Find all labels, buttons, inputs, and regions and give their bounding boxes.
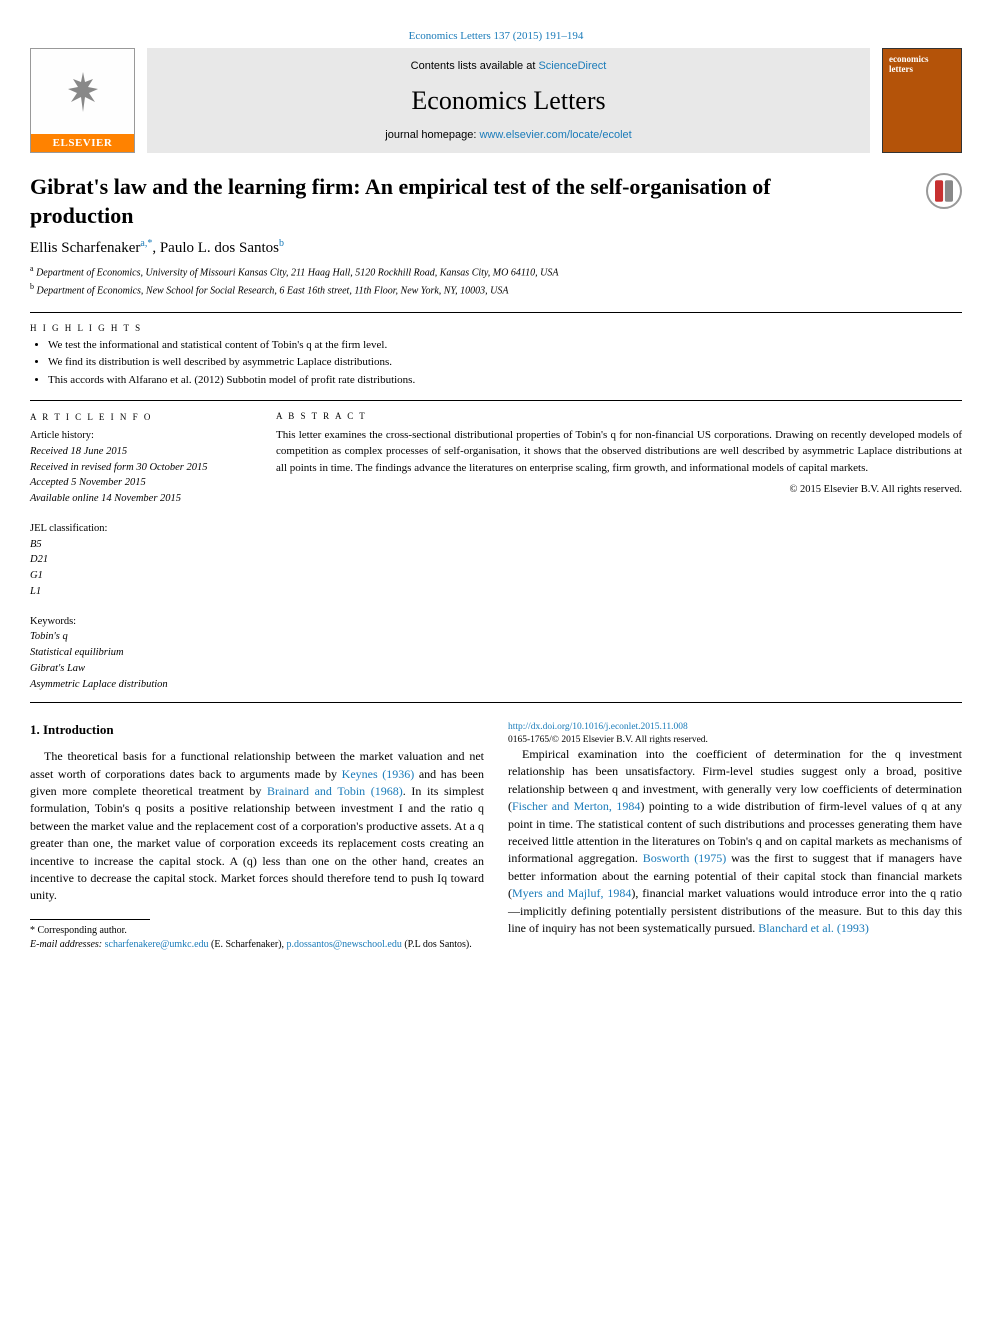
highlights-block: H I G H L I G H T S We test the informat… — [30, 323, 962, 390]
abstract-body: This letter examines the cross-sectional… — [276, 427, 962, 477]
cite-fischer-merton[interactable]: Fischer and Merton, 1984 — [512, 799, 640, 813]
highlight-3: This accords with Alfarano et al. (2012)… — [48, 372, 962, 390]
author-emails: E-mail addresses: scharfenakere@umkc.edu… — [30, 938, 484, 952]
history-online: Available online 14 November 2015 — [30, 491, 244, 507]
cite-keynes[interactable]: Keynes (1936) — [342, 767, 415, 781]
rule-3 — [30, 702, 962, 703]
highlights-title: H I G H L I G H T S — [30, 323, 962, 333]
jel-3: L1 — [30, 584, 244, 600]
cite-bosworth[interactable]: Bosworth (1975) — [643, 851, 727, 865]
authors: Ellis Scharfenakera,*, Paulo L. dos Sant… — [30, 238, 962, 257]
jel-0: B5 — [30, 537, 244, 553]
cite-blanchard[interactable]: Blanchard et al. (1993) — [758, 921, 869, 935]
paper-title: Gibrat's law and the learning firm: An e… — [30, 173, 810, 230]
meta-row: A R T I C L E I N F O Article history: R… — [30, 411, 962, 693]
jel-2: G1 — [30, 568, 244, 584]
email-1[interactable]: scharfenakere@umkc.edu — [105, 939, 209, 950]
journal-homepage: journal homepage: www.elsevier.com/locat… — [385, 129, 631, 141]
history-accepted: Accepted 5 November 2015 — [30, 475, 244, 491]
copyright: © 2015 Elsevier B.V. All rights reserved… — [276, 484, 962, 495]
header-center: Contents lists available at ScienceDirec… — [147, 48, 870, 153]
cover-title-2: letters — [889, 65, 955, 75]
history-label: Article history: — [30, 428, 244, 444]
title-row: Gibrat's law and the learning firm: An e… — [30, 173, 962, 230]
abstract-block: A B S T R A C T This letter examines the… — [260, 411, 962, 693]
sciencedirect-link[interactable]: ScienceDirect — [538, 60, 606, 72]
author-1: Ellis Scharfenakera,* — [30, 240, 152, 256]
homepage-link[interactable]: www.elsevier.com/locate/ecolet — [479, 129, 631, 141]
jel-1: D21 — [30, 552, 244, 568]
highlight-2: We find its distribution is well describ… — [48, 354, 962, 372]
elsevier-brand-label: ELSEVIER — [31, 134, 134, 152]
crossmark-badge[interactable] — [926, 173, 962, 209]
para-1: The theoretical basis for a functional r… — [30, 748, 484, 905]
rule-1 — [30, 312, 962, 313]
corresponding-author: * Corresponding author. — [30, 924, 484, 938]
elsevier-logo[interactable]: ELSEVIER — [30, 48, 135, 153]
kw-3: Asymmetric Laplace distribution — [30, 677, 244, 693]
citation-line: Economics Letters 137 (2015) 191–194 — [30, 30, 962, 42]
contents-available: Contents lists available at ScienceDirec… — [411, 60, 607, 72]
issn-copyright: 0165-1765/© 2015 Elsevier B.V. All right… — [508, 735, 708, 745]
rule-2 — [30, 400, 962, 401]
journal-header: ELSEVIER Contents lists available at Sci… — [30, 48, 962, 153]
affiliations: a Department of Economics, University of… — [30, 263, 962, 298]
article-info: A R T I C L E I N F O Article history: R… — [30, 411, 260, 693]
history-revised: Received in revised form 30 October 2015 — [30, 460, 244, 476]
article-info-title: A R T I C L E I N F O — [30, 411, 244, 425]
doi-link[interactable]: http://dx.doi.org/10.1016/j.econlet.2015… — [508, 722, 688, 732]
journal-name: Economics Letters — [411, 86, 605, 116]
history-received: Received 18 June 2015 — [30, 444, 244, 460]
elsevier-tree-icon — [63, 49, 103, 134]
author-2-affil: b — [279, 238, 284, 249]
article-history: Article history: Received 18 June 2015 R… — [30, 428, 244, 507]
highlight-1: We test the informational and statistica… — [48, 337, 962, 355]
author-1-affil: a,* — [140, 238, 152, 249]
para-2: Empirical examination into the coefficie… — [508, 746, 962, 937]
jel-label: JEL classification: — [30, 521, 244, 537]
citation-link[interactable]: Economics Letters 137 (2015) 191–194 — [409, 30, 584, 42]
affiliation-a: a Department of Economics, University of… — [30, 263, 962, 280]
abstract-title: A B S T R A C T — [276, 411, 962, 421]
jel-block: JEL classification: B5 D21 G1 L1 — [30, 521, 244, 600]
highlights-list: We test the informational and statistica… — [30, 337, 962, 390]
homepage-prefix: journal homepage: — [385, 129, 479, 141]
keywords-label: Keywords: — [30, 614, 244, 630]
affiliation-b: b Department of Economics, New School fo… — [30, 281, 962, 298]
journal-cover-thumbnail[interactable]: economics letters — [882, 48, 962, 153]
kw-0: Tobin's q — [30, 629, 244, 645]
footnotes: * Corresponding author. E-mail addresses… — [30, 919, 484, 952]
keywords-block: Keywords: Tobin's q Statistical equilibr… — [30, 614, 244, 693]
kw-1: Statistical equilibrium — [30, 645, 244, 661]
crossmark-icon — [935, 180, 953, 202]
contents-prefix: Contents lists available at — [411, 60, 539, 72]
cite-brainard-tobin[interactable]: Brainard and Tobin (1968) — [267, 784, 403, 798]
author-2: Paulo L. dos Santosb — [160, 240, 284, 256]
cite-myers-majluf[interactable]: Myers and Majluf, 1984 — [512, 886, 631, 900]
email-2[interactable]: p.dossantos@newschool.edu — [287, 939, 402, 950]
section-1-title: 1. Introduction — [30, 721, 484, 740]
doi-block: http://dx.doi.org/10.1016/j.econlet.2015… — [508, 721, 962, 746]
body-columns: 1. Introduction The theoretical basis fo… — [30, 721, 962, 951]
kw-2: Gibrat's Law — [30, 661, 244, 677]
